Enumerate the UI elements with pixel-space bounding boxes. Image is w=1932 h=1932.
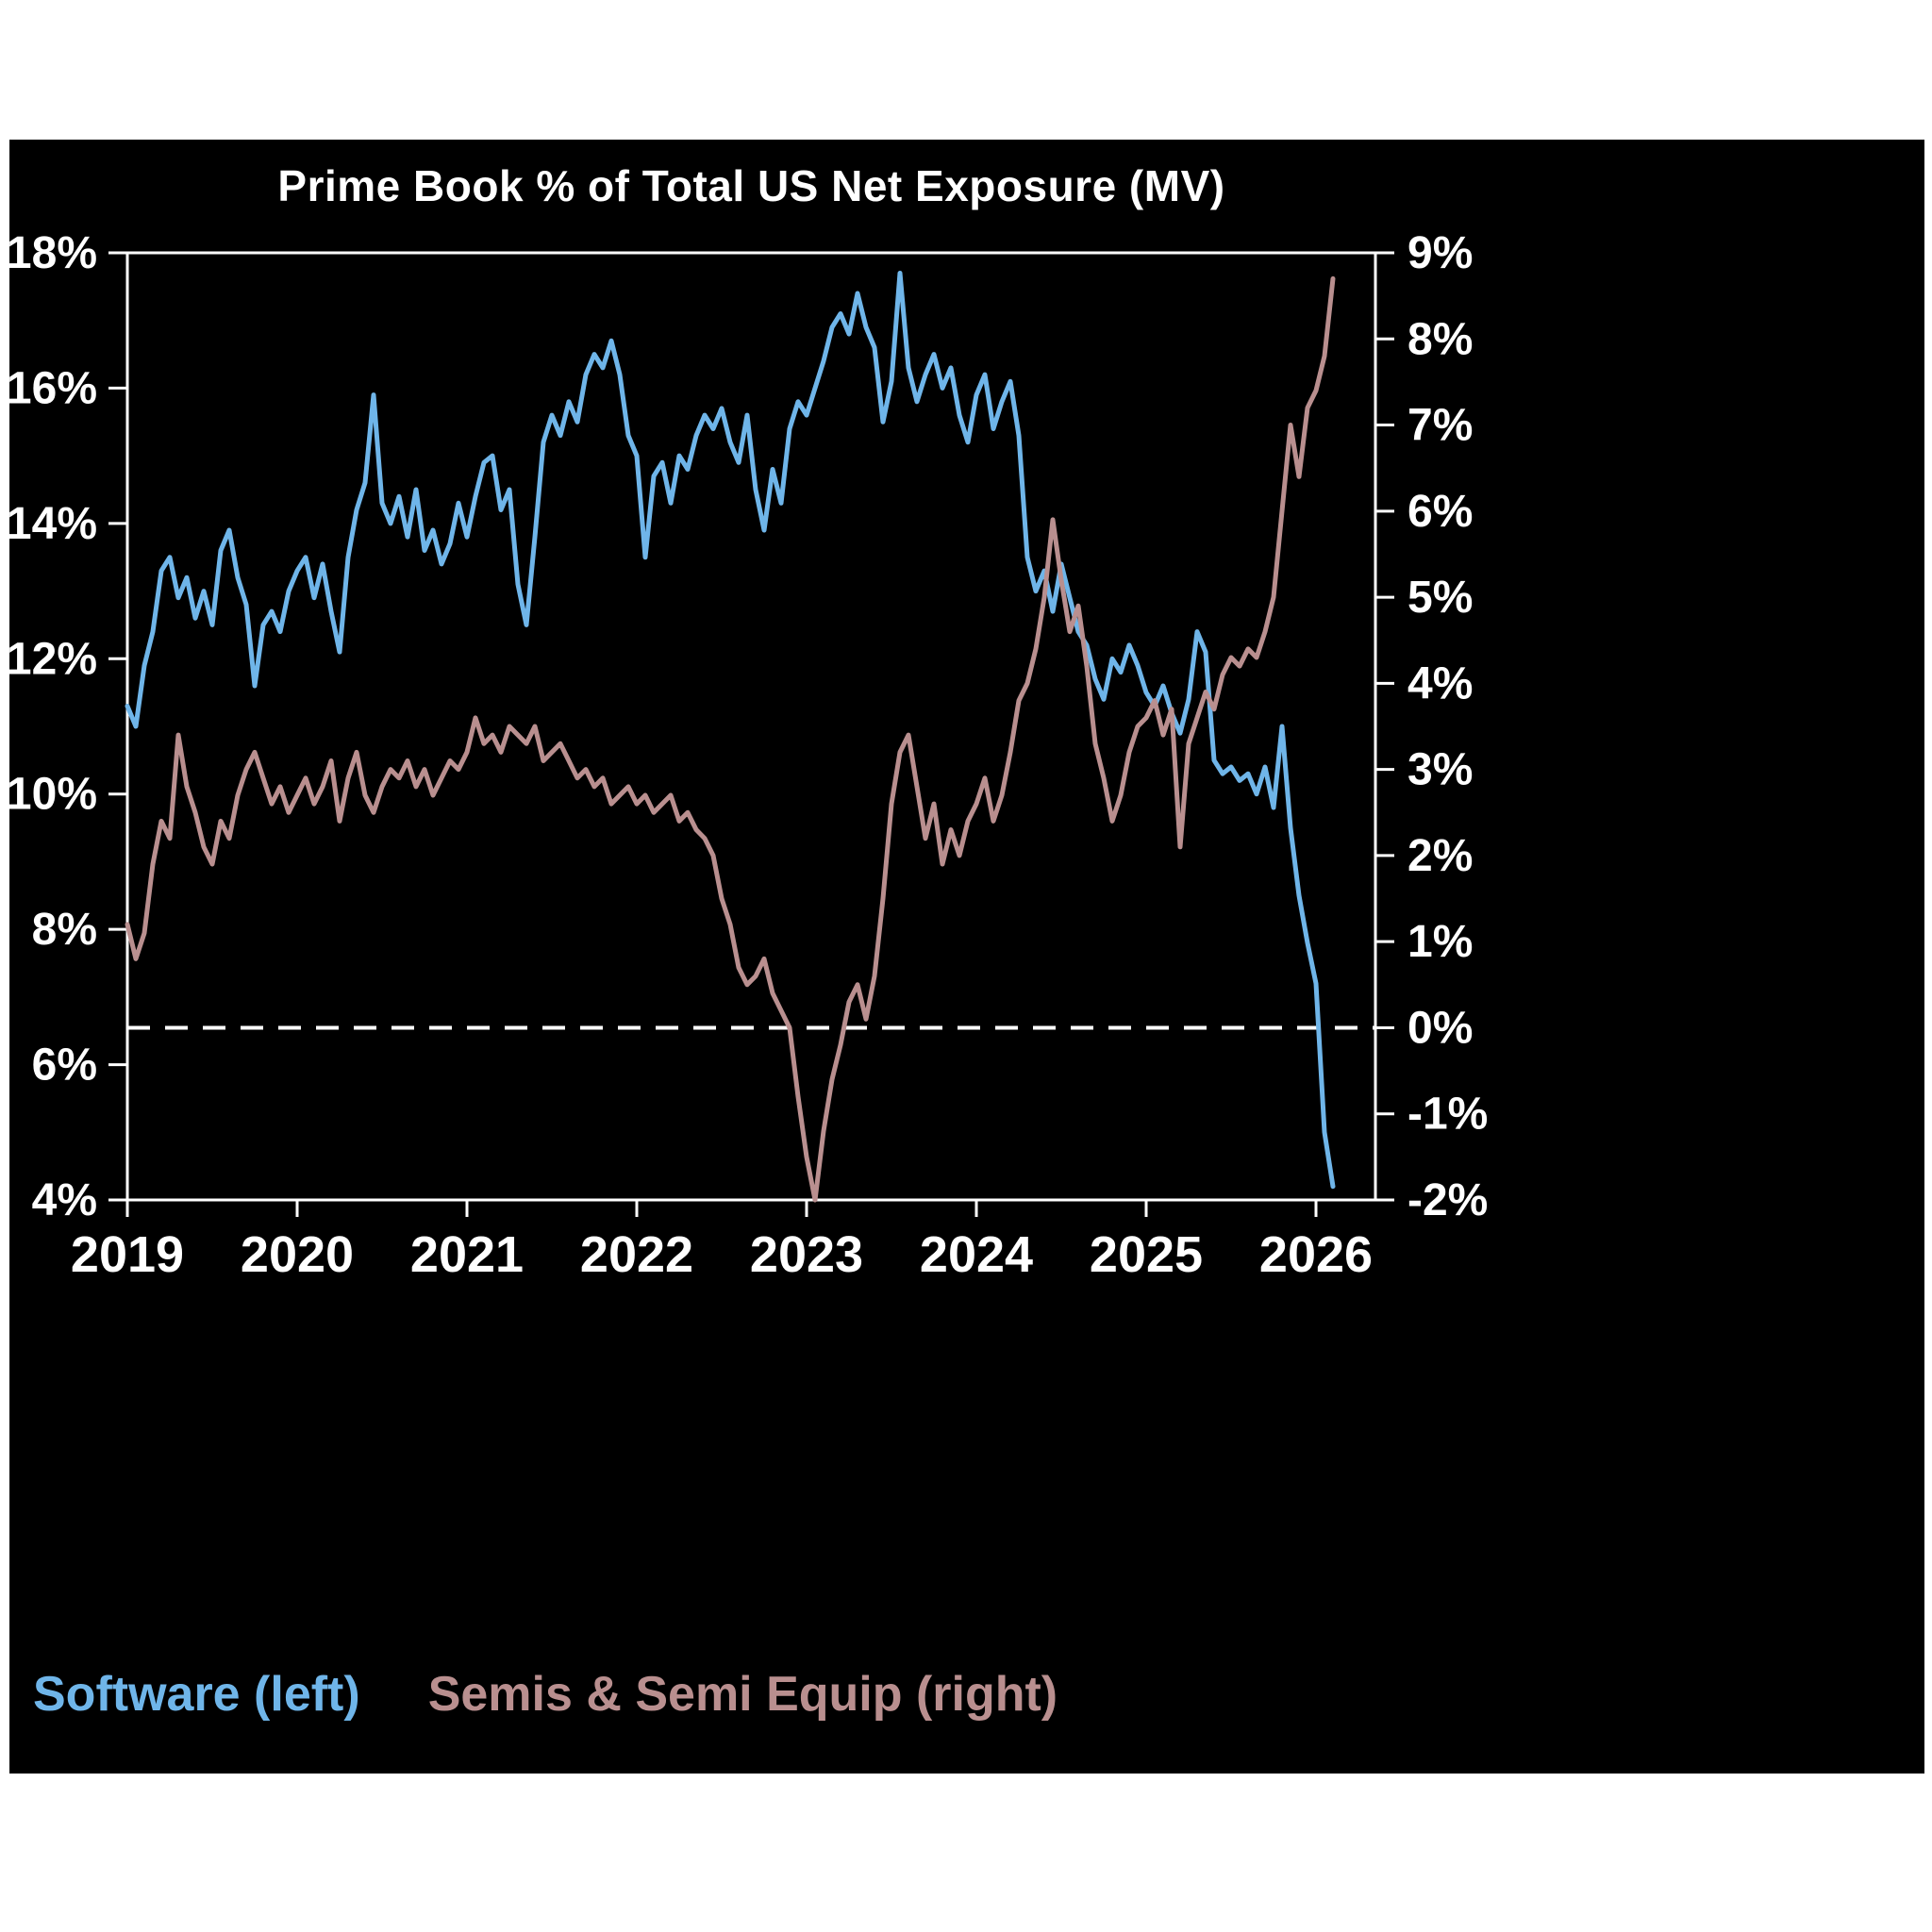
svg-text:14%: 14%: [9, 499, 97, 549]
svg-text:4%: 4%: [32, 1175, 97, 1225]
svg-text:6%: 6%: [1407, 487, 1473, 537]
svg-text:2%: 2%: [1407, 831, 1473, 881]
svg-text:2024: 2024: [920, 1226, 1033, 1283]
svg-text:-2%: -2%: [1407, 1175, 1488, 1225]
svg-text:-1%: -1%: [1407, 1090, 1488, 1140]
svg-text:2022: 2022: [580, 1226, 693, 1283]
svg-text:6%: 6%: [32, 1041, 97, 1091]
chart-panel: Prime Book % of Total US Net Exposure (M…: [9, 140, 1924, 1774]
svg-text:1%: 1%: [1407, 917, 1473, 967]
svg-text:12%: 12%: [9, 634, 97, 684]
svg-text:3%: 3%: [1407, 745, 1473, 795]
chart-title: Prime Book % of Total US Net Exposure (M…: [277, 161, 1225, 210]
svg-text:10%: 10%: [9, 770, 97, 820]
svg-text:2019: 2019: [71, 1226, 184, 1283]
svg-text:18%: 18%: [9, 228, 97, 278]
svg-text:0%: 0%: [1407, 1003, 1473, 1053]
svg-text:2020: 2020: [241, 1226, 354, 1283]
svg-text:9%: 9%: [1407, 228, 1473, 278]
svg-text:2026: 2026: [1259, 1226, 1373, 1283]
svg-text:2021: 2021: [410, 1226, 524, 1283]
legend-item-semis: Semis & Semi Equip (right): [427, 1667, 1058, 1722]
svg-text:16%: 16%: [9, 363, 97, 413]
svg-text:2023: 2023: [750, 1226, 863, 1283]
svg-text:2025: 2025: [1090, 1226, 1203, 1283]
svg-text:8%: 8%: [32, 905, 97, 955]
svg-text:4%: 4%: [1407, 658, 1473, 708]
svg-text:8%: 8%: [1407, 314, 1473, 364]
chart-legend: Software (left) Semis & Semi Equip (righ…: [33, 1666, 1058, 1723]
chart-canvas: 18% 16% 14% 12% 10% 8% 6% 4% 9% 8% 7% 6% 5% 4% 3% 2% 1% 0…: [9, 228, 1488, 1283]
svg-text:5%: 5%: [1407, 573, 1473, 623]
legend-item-software: Software (left): [33, 1667, 360, 1722]
svg-text:7%: 7%: [1407, 401, 1473, 451]
